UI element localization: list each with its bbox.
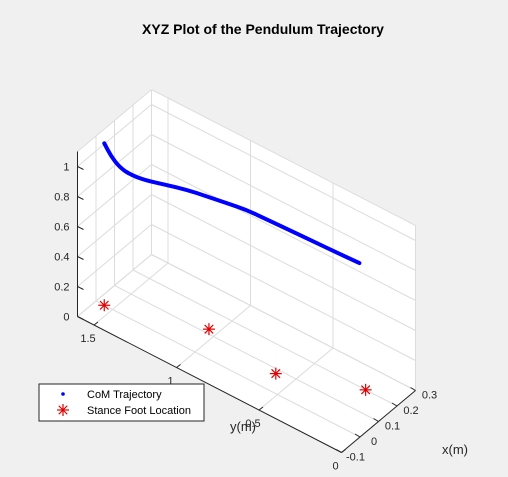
x-axis-label: x(m) bbox=[442, 442, 468, 457]
z-tick-mark bbox=[77, 196, 84, 200]
stance-foot-marker bbox=[98, 299, 111, 312]
stance-foot-marker bbox=[269, 367, 282, 380]
legend-label-com: CoM Trajectory bbox=[87, 389, 162, 401]
com-trajectory-line bbox=[102, 141, 362, 266]
grid-line-z-side bbox=[151, 194, 416, 331]
z-tick-label: 0.8 bbox=[54, 192, 69, 204]
z-tick-mark bbox=[77, 286, 84, 290]
z-tick-label: 1 bbox=[63, 162, 69, 174]
x-tick-label: 0.2 bbox=[403, 405, 418, 417]
grid-line-z-side bbox=[151, 104, 416, 241]
x-tick-label: 0.1 bbox=[385, 421, 400, 433]
x-tick-labels: -0.1 0 0.10.2 0.3 bbox=[346, 390, 437, 464]
box-edge bbox=[151, 89, 416, 226]
stance-foot-marker-stroke bbox=[271, 368, 281, 379]
legend-marker-foot bbox=[57, 404, 69, 416]
y-tick-label: 1.5 bbox=[80, 333, 95, 345]
y-tick-mark bbox=[341, 449, 346, 453]
z-tick-label: 0.6 bbox=[54, 222, 69, 234]
z-tick-label: 0.2 bbox=[54, 282, 69, 294]
x-tick-label: 0 bbox=[371, 436, 377, 448]
grid-line-x-floor bbox=[132, 269, 398, 407]
x-tick-label: 0.3 bbox=[422, 390, 437, 402]
x-tick-label: -0.1 bbox=[346, 452, 365, 464]
stance-foot-marker-stroke bbox=[204, 324, 214, 334]
box-edge bbox=[77, 254, 152, 317]
legend-star-glyph bbox=[57, 404, 69, 416]
stance-foot-marker bbox=[202, 323, 215, 336]
grid-line-z-side bbox=[151, 134, 416, 271]
y-tick-label: 1 bbox=[167, 376, 173, 388]
y-tick-label: 0 bbox=[332, 461, 338, 473]
data-series bbox=[98, 141, 372, 396]
y-axis-line bbox=[77, 316, 342, 453]
grid-line-z-side bbox=[151, 164, 416, 301]
x-tick-mark bbox=[410, 387, 416, 391]
y-tick-mark bbox=[93, 321, 99, 326]
legend[interactable]: CoM Trajectory Stance Foot Location bbox=[38, 383, 205, 422]
y-tick-labels: 0 0.5 1 1.5 bbox=[80, 333, 338, 473]
legend-box bbox=[38, 383, 205, 422]
x-tick-mark bbox=[373, 418, 379, 422]
y-tick-mark bbox=[176, 364, 181, 368]
stance-foot-marker-stroke bbox=[99, 300, 109, 310]
gridlines bbox=[77, 89, 416, 453]
grid-line-x-floor bbox=[151, 254, 416, 391]
stance-foot-marker bbox=[359, 383, 372, 396]
box-edge bbox=[77, 89, 152, 152]
grid-line-x-floor bbox=[114, 285, 379, 422]
z-tick-mark bbox=[77, 166, 84, 170]
z-tick-mark bbox=[77, 316, 84, 320]
legend-star-glyph-stroke bbox=[58, 405, 68, 415]
x-tick-mark bbox=[354, 433, 361, 438]
y-tick-label: 0.5 bbox=[245, 418, 260, 430]
chart-title: XYZ Plot of the Pendulum Trajectory bbox=[142, 21, 384, 37]
x-tick-mark bbox=[391, 402, 398, 407]
y-tick-mark bbox=[258, 406, 264, 411]
z-tick-mark bbox=[77, 256, 84, 260]
z-tick-mark bbox=[77, 226, 84, 230]
z-tick-labels: 0 0.2 0.4 0.6 0.8 1 bbox=[54, 162, 69, 324]
z-tick-label: 0 bbox=[63, 312, 69, 324]
z-tick-label: 0.4 bbox=[54, 252, 69, 264]
legend-label-foot: Stance Foot Location bbox=[87, 405, 191, 417]
stance-foot-marker-stroke bbox=[360, 385, 371, 395]
legend-marker-com bbox=[61, 392, 65, 396]
axes bbox=[77, 151, 416, 453]
grid-line-x-floor bbox=[95, 300, 361, 438]
y-axis-label: y(m) bbox=[230, 419, 256, 434]
x-tick-mark bbox=[336, 449, 342, 453]
grid-line-z-side bbox=[151, 224, 416, 361]
